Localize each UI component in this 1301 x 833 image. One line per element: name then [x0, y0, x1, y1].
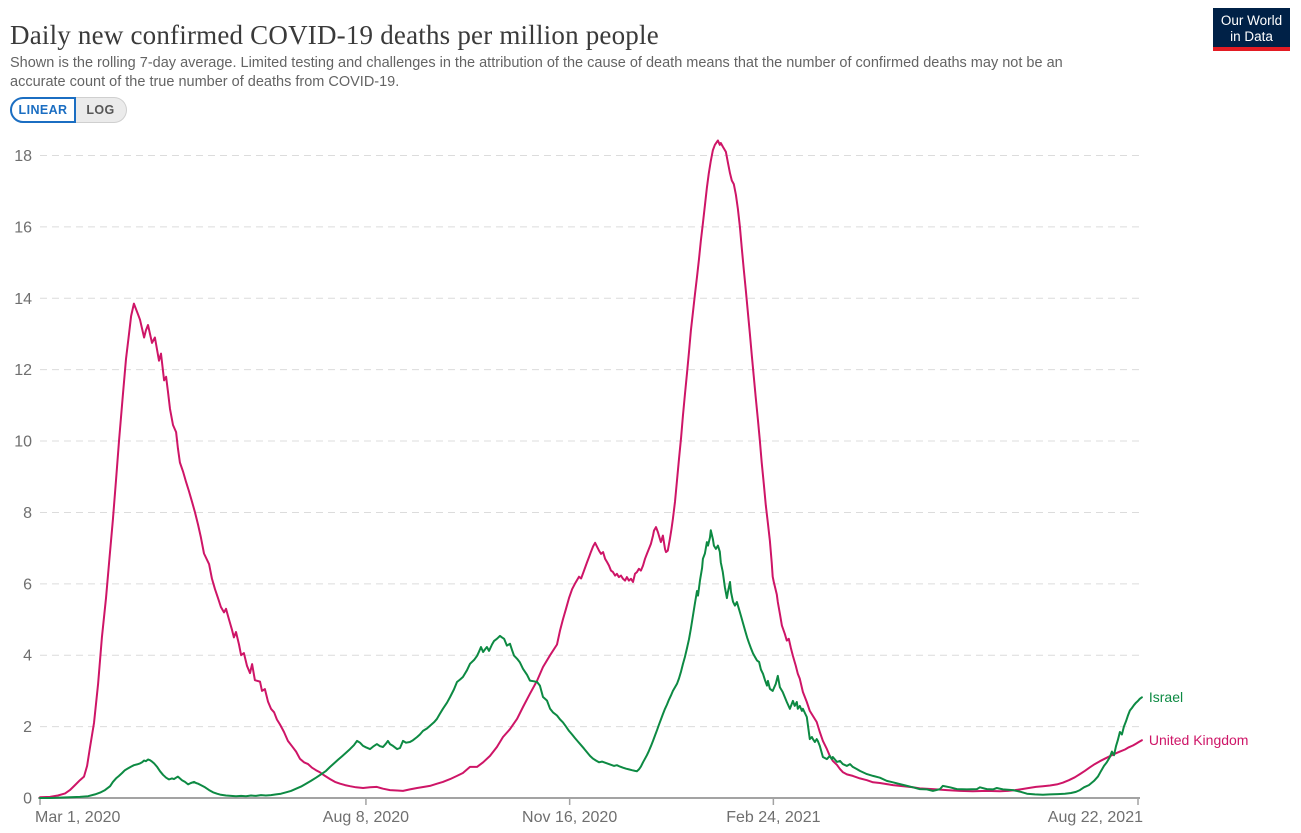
y-axis-tick-label: 14 [14, 291, 32, 308]
chart-subtitle: Shown is the rolling 7-day average. Limi… [10, 54, 1170, 92]
owid-logo-red-bar [1213, 47, 1290, 51]
y-axis-tick-label: 0 [23, 791, 32, 808]
y-axis-tick-label: 16 [14, 219, 32, 236]
y-axis-tick-label: 12 [14, 362, 32, 379]
y-axis-tick-label: 4 [23, 648, 32, 665]
page-title: Daily new confirmed COVID-19 deaths per … [10, 20, 659, 51]
line-chart-canvas[interactable]: 0 2 4 6 8 10 12 14 16 18 Mar 1, 2020 Aug 8, 2020 Nov… [0, 130, 1301, 833]
y-axis-tick-label: 10 [14, 434, 32, 451]
scale-toggle: LINEAR LOG [10, 97, 127, 123]
series-label-israel[interactable]: Israel [1148, 689, 1184, 706]
y-axis-tick-label: 8 [23, 505, 32, 522]
series-line-israel[interactable] [39, 529, 1143, 799]
y-axis-tick-label: 6 [23, 576, 32, 593]
x-axis-tick-label: Nov 16, 2020 [522, 809, 617, 826]
series-label-united-kingdom[interactable]: United Kingdom [1148, 732, 1249, 749]
log-scale-button[interactable]: LOG [75, 97, 127, 123]
x-axis-tick-label: Mar 1, 2020 [35, 809, 120, 826]
series-line-united-kingdom[interactable] [39, 139, 1143, 799]
linear-scale-button[interactable]: LINEAR [10, 97, 76, 123]
y-axis-tick-label: 2 [23, 719, 32, 736]
x-axis-tick-label: Aug 8, 2020 [323, 809, 409, 826]
owid-logo-line-2: in Data [1230, 29, 1273, 44]
subtitle-line-1: Shown is the rolling 7-day average. Limi… [10, 54, 1063, 71]
owid-logo: Our World in Data [1213, 8, 1290, 51]
subtitle-line-2: accurate count of the true number of dea… [10, 73, 400, 90]
owid-logo-line-1: Our World [1220, 13, 1283, 28]
x-axis-tick-label: Feb 24, 2021 [726, 809, 820, 826]
y-axis-tick-label: 18 [14, 148, 32, 165]
x-axis-tick-label: Aug 22, 2021 [1048, 809, 1143, 826]
